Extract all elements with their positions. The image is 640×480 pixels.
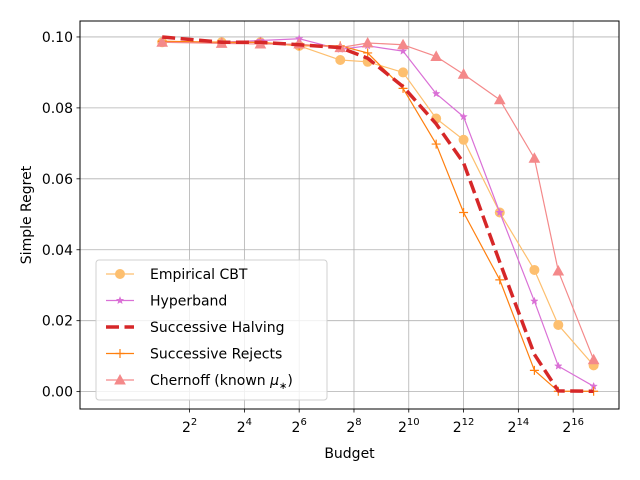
data-point-marker xyxy=(529,365,539,375)
x-tick-label: 212 xyxy=(453,417,475,436)
legend-label: Successive Rejects xyxy=(150,347,282,363)
data-point-marker xyxy=(495,275,505,285)
series-line xyxy=(162,35,594,394)
y-axis-label: Simple Regret xyxy=(19,165,35,264)
legend-entry: Chernoff (known μ∗) xyxy=(106,373,293,392)
legend-label: Empirical CBT xyxy=(150,267,248,283)
data-point-marker xyxy=(114,373,126,385)
data-point-marker xyxy=(431,89,441,98)
data-point-marker xyxy=(430,50,443,61)
data-point-marker xyxy=(553,319,564,330)
x-tick-base: 2 xyxy=(292,420,301,436)
data-point-marker xyxy=(587,353,600,365)
x-tick-exponent: 16 xyxy=(571,417,584,428)
x-tick-label: 216 xyxy=(562,417,584,436)
data-point-marker xyxy=(552,265,565,276)
x-tick-exponent: 14 xyxy=(516,417,529,428)
legend-label: Chernoff (known μ∗) xyxy=(150,373,293,392)
legend-box xyxy=(95,259,328,401)
x-tick-base: 2 xyxy=(398,420,407,436)
data-point-marker xyxy=(115,349,125,358)
legend-entry: Successive Rejects xyxy=(106,347,282,363)
x-tick-label: 22 xyxy=(182,417,197,436)
x-tick-label: 210 xyxy=(398,417,420,436)
data-point-marker xyxy=(495,208,505,217)
x-tick-label: 28 xyxy=(346,417,361,436)
data-point-marker xyxy=(457,68,470,79)
x-tick-label: 24 xyxy=(237,417,252,436)
x-tick-label: 214 xyxy=(508,417,530,436)
series-2 xyxy=(162,35,594,394)
x-tick-base: 2 xyxy=(182,420,191,436)
data-point-marker xyxy=(530,296,539,305)
legend-label-mu: μ xyxy=(269,373,279,389)
legend: Empirical CBT Hyperband Successive Halving… xyxy=(95,259,328,401)
y-tick-label: 0.04 xyxy=(42,243,73,259)
x-tick-exponent: 2 xyxy=(191,417,197,428)
y-tick-label: 0.02 xyxy=(42,314,73,330)
x-tick-exponent: 4 xyxy=(246,417,252,428)
data-point-marker xyxy=(156,36,169,47)
y-tick-label: 0.00 xyxy=(42,385,73,401)
x-tick-base: 2 xyxy=(453,420,462,436)
y-tick-label: 0.10 xyxy=(42,30,73,46)
legend-label-subscript: ∗ xyxy=(279,381,287,392)
data-point-marker xyxy=(397,38,409,50)
data-point-marker xyxy=(335,55,346,66)
legend-label-text: Chernoff (known xyxy=(150,373,270,389)
legend-label-end: ) xyxy=(287,373,292,389)
x-tick-exponent: 6 xyxy=(300,417,306,428)
legend-entry: Hyperband xyxy=(106,294,227,310)
data-point-marker xyxy=(398,67,409,78)
data-point-marker xyxy=(115,269,125,279)
data-point-marker xyxy=(431,139,441,149)
data-point-marker xyxy=(361,36,374,48)
data-point-marker xyxy=(115,295,125,305)
data-point-marker xyxy=(554,361,563,370)
data-point-marker xyxy=(528,152,541,163)
x-tick-base: 2 xyxy=(237,420,246,436)
x-tick-base: 2 xyxy=(346,420,355,436)
x-tick-label: 26 xyxy=(292,417,307,436)
legend-label: Successive Halving xyxy=(150,320,285,336)
data-point-marker xyxy=(459,208,469,218)
data-point-marker xyxy=(363,48,373,58)
data-point-marker xyxy=(458,134,469,145)
y-tick-label: 0.08 xyxy=(42,101,73,117)
x-tick-exponent: 8 xyxy=(355,417,361,428)
plot-frame xyxy=(79,20,620,410)
data-point-marker xyxy=(493,93,506,105)
plot-series xyxy=(156,34,600,396)
x-tick-exponent: 12 xyxy=(462,417,475,428)
data-point-marker xyxy=(398,46,408,55)
x-tick-base: 2 xyxy=(562,420,571,436)
legend-entry: Empirical CBT xyxy=(106,267,248,283)
data-point-marker xyxy=(459,112,468,121)
x-tick-base: 2 xyxy=(508,420,517,436)
legend-label: Hyperband xyxy=(150,294,227,310)
legend-entry: Successive Halving xyxy=(106,320,285,336)
x-axis-label: Budget xyxy=(324,446,375,462)
y-tick-label: 0.06 xyxy=(42,172,73,188)
x-tick-exponent: 10 xyxy=(407,417,420,428)
data-point-marker xyxy=(529,264,540,275)
